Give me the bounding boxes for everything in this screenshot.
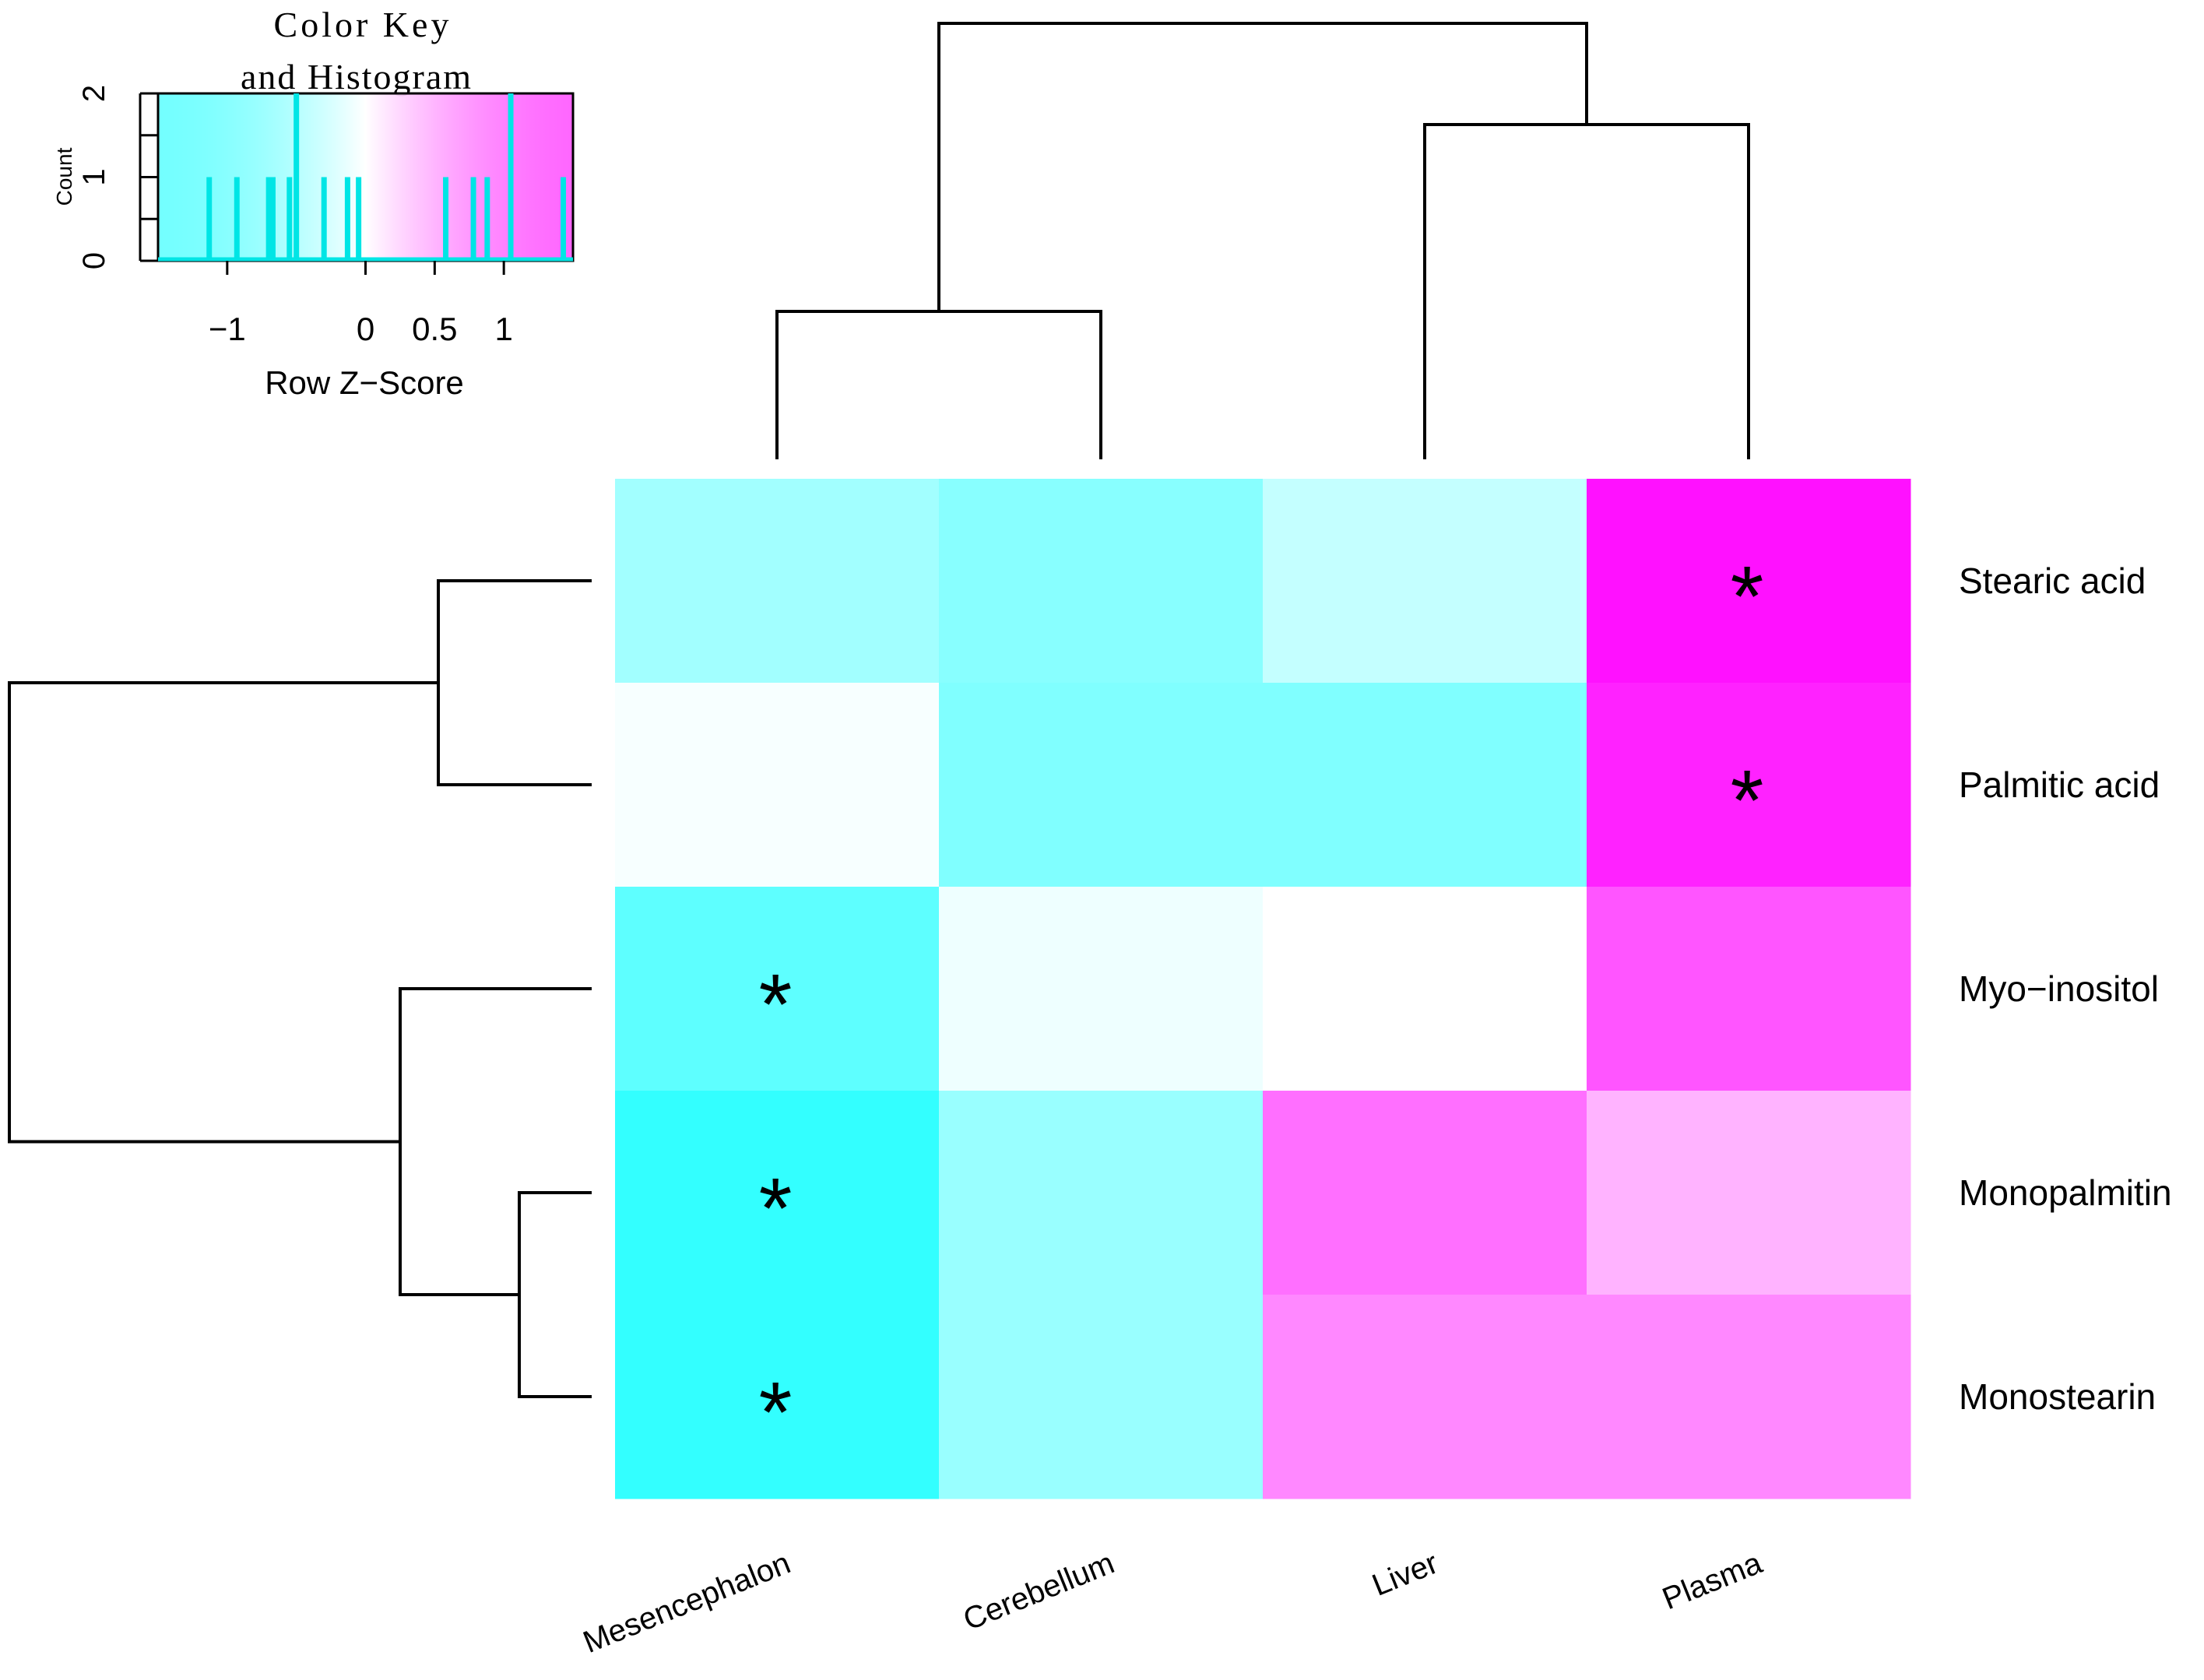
color-key-x-tick-label: 0.5 (412, 311, 457, 347)
column-label-mesencephalon: Mesencephalon (578, 1546, 795, 1661)
cell-monostearin-plasma (1587, 1295, 1911, 1499)
color-key-ylabel: Count (52, 147, 76, 206)
color-key: Color Key and Histogram Row Z−Score Coun… (52, 5, 575, 401)
row-dendrogram-link (437, 579, 592, 786)
cell-stearic-acid-mesencephalon (615, 479, 940, 684)
column-label-cerebellum: Cerebellum (958, 1546, 1119, 1637)
cell-palmitic-acid-plasma (1587, 683, 1911, 887)
column-dendrogram-link (775, 310, 1102, 459)
color-key-title-line2: and Histogram (241, 57, 473, 97)
row-dendrogram (8, 579, 592, 1398)
row-label-monopalmitin: Monopalmitin (1959, 1172, 2172, 1213)
cell-myo-inositol-mesencephalon (615, 887, 940, 1091)
color-key-title-line1: Color Key (274, 5, 452, 44)
cell-monostearin-mesencephalon (615, 1295, 940, 1499)
column-labels: Mesencephalon Cerebellum Liver Plasma (578, 1545, 1767, 1660)
cell-stearic-acid-cerebellum (939, 479, 1264, 684)
column-label-plasma: Plasma (1657, 1545, 1767, 1616)
row-label-myo-inositol: Myo−inositol (1959, 968, 2159, 1009)
cell-stearic-acid-plasma (1587, 479, 1911, 684)
row-label-monostearin: Monostearin (1959, 1376, 2156, 1417)
column-dendrogram-link (1423, 123, 1750, 459)
cell-palmitic-acid-cerebellum (939, 683, 1264, 887)
cell-monopalmitin-plasma (1587, 1091, 1911, 1295)
significance-star: * (1731, 753, 1764, 849)
color-key-x-tick-label: 0 (357, 311, 374, 347)
color-key-gradient (156, 92, 575, 262)
color-key-y-tick-label: 2 (77, 85, 111, 102)
cell-monostearin-cerebellum (939, 1295, 1264, 1499)
cell-monostearin-liver (1263, 1295, 1587, 1499)
cell-monopalmitin-mesencephalon (615, 1091, 940, 1295)
cell-monopalmitin-liver (1263, 1091, 1587, 1295)
significance-star: * (759, 1365, 793, 1460)
row-label-stearic-acid: Stearic acid (1959, 561, 2146, 601)
heatmap-cells (615, 479, 1911, 1499)
row-dendrogram-link (8, 681, 438, 1144)
row-labels: Stearic acid Palmitic acid Myo−inositol Mon… (1959, 561, 2172, 1417)
row-label-palmitic-acid: Palmitic acid (1959, 764, 2160, 805)
column-dendrogram-link (937, 22, 1588, 311)
significance-marks: * * * * * (759, 549, 1764, 1460)
color-key-y-tick-label: 1 (77, 168, 111, 185)
cell-palmitic-acid-mesencephalon (615, 683, 940, 887)
row-dendrogram-link (518, 1191, 592, 1398)
column-dendrogram (775, 22, 1750, 459)
color-key-x-tick-label: 1 (494, 311, 512, 347)
significance-star: * (1731, 549, 1764, 645)
color-key-xlabel: Row Z−Score (265, 364, 464, 401)
cell-myo-inositol-liver (1263, 887, 1587, 1091)
significance-star: * (759, 1161, 793, 1256)
cell-stearic-acid-liver (1263, 479, 1587, 684)
cell-palmitic-acid-liver (1263, 683, 1587, 887)
cell-myo-inositol-plasma (1587, 887, 1911, 1091)
cell-myo-inositol-cerebellum (939, 887, 1264, 1091)
row-dendrogram-link (399, 987, 592, 1296)
cell-monopalmitin-cerebellum (939, 1091, 1264, 1295)
significance-star: * (759, 957, 793, 1053)
column-label-liver: Liver (1367, 1546, 1443, 1603)
color-key-x-tick-label: −1 (209, 311, 246, 347)
color-key-y-tick-label: 0 (77, 252, 111, 269)
